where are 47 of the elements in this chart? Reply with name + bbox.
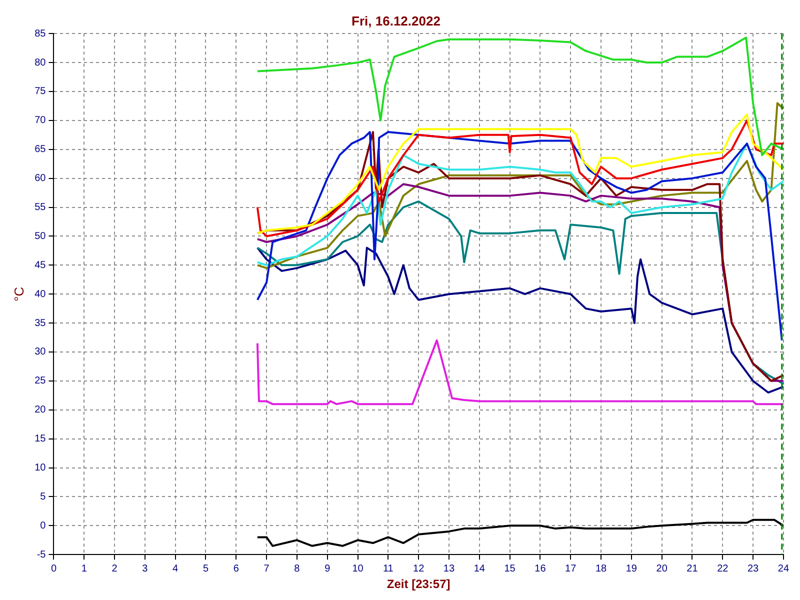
- y-tick-label: 70: [34, 115, 46, 126]
- x-tick-label: 14: [474, 563, 486, 574]
- x-tick-label: 18: [595, 563, 608, 574]
- x-tick-label: 22: [717, 563, 729, 574]
- x-tick-label: 10: [352, 563, 364, 574]
- x-tick-label: 4: [172, 563, 179, 574]
- y-tick-label: 65: [34, 144, 46, 156]
- y-tick-label: 45: [34, 260, 46, 271]
- y-tick-label: 75: [34, 86, 46, 98]
- y-tick-label: 20: [34, 404, 46, 416]
- x-tick-label: 17: [565, 563, 577, 574]
- x-tick-label: 15: [504, 563, 516, 574]
- x-tick-label: 13: [443, 563, 455, 574]
- x-tick-label: 7: [264, 563, 270, 574]
- x-tick-label: 9: [324, 563, 331, 574]
- y-tick-label: 55: [34, 202, 46, 214]
- x-tick-label: 6: [233, 563, 240, 574]
- y-tick-label: 30: [34, 346, 46, 358]
- x-tick-label: 16: [534, 563, 546, 574]
- x-tick-label: 23: [747, 563, 760, 574]
- x-tick-label: 19: [626, 563, 638, 574]
- y-tick-label: 25: [34, 376, 46, 387]
- y-tick-label: 0: [40, 520, 46, 532]
- y-tick-label: 40: [34, 288, 46, 300]
- y-tick-label: 80: [34, 57, 46, 68]
- y-tick-label: 85: [34, 28, 46, 40]
- y-tick-label: 5: [40, 491, 46, 502]
- x-tick-label: 20: [656, 563, 668, 574]
- x-tick-label: 2: [112, 563, 118, 574]
- x-tick-label: 12: [413, 563, 425, 574]
- y-tick-label: 60: [34, 173, 46, 184]
- x-tick-label: 8: [294, 563, 300, 574]
- x-tick-label: 11: [382, 563, 394, 574]
- x-tick-label: 1: [81, 563, 88, 574]
- y-tick-label: 35: [34, 318, 46, 329]
- x-tick-label: 5: [202, 563, 209, 574]
- y-tick-label: 10: [34, 462, 46, 474]
- chart-title: Fri, 16.12.2022: [352, 13, 440, 28]
- y-axis-title: °C: [11, 286, 26, 302]
- x-tick-label: 21: [686, 563, 698, 574]
- x-tick-label: 3: [142, 563, 148, 574]
- x-tick-label: 24: [778, 563, 790, 574]
- x-tick-label: 0: [50, 563, 57, 574]
- y-tick-label: 50: [34, 230, 46, 242]
- y-tick-label: 15: [34, 434, 46, 445]
- y-tick-label: -5: [36, 549, 46, 560]
- x-axis-title: Zeit [23:57]: [386, 577, 450, 592]
